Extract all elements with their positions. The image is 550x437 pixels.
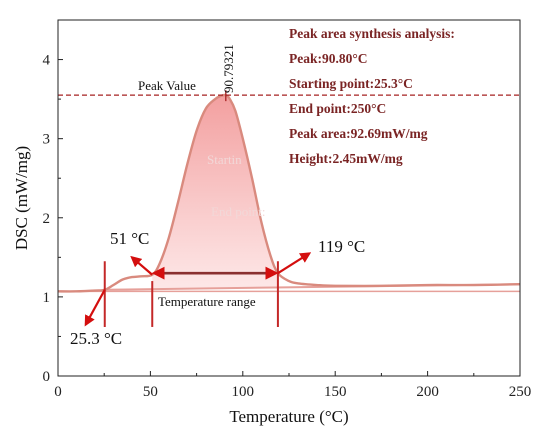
y-axis-title: DSC (mW/mg) xyxy=(12,146,31,250)
plot-area xyxy=(57,90,521,327)
marker-label-onset: 51 °C xyxy=(110,229,149,248)
y-tick-label: 2 xyxy=(43,211,51,227)
temperature-range-label: Temperature range xyxy=(158,294,256,309)
y-tick-label: 0 xyxy=(43,369,51,385)
y-tick-label: 4 xyxy=(43,53,51,69)
x-tick-label: 0 xyxy=(54,384,62,400)
x-tick-label: 100 xyxy=(232,384,255,400)
faint-labels: Startin End point: xyxy=(207,152,266,219)
marker-arrow xyxy=(277,252,312,275)
x-tick-label: 50 xyxy=(143,384,158,400)
marker-label-end: 119 °C xyxy=(318,237,365,256)
info-box: Peak area synthesis analysis: Peak:90.80… xyxy=(289,26,455,166)
info-end-point: End point:250°C xyxy=(289,101,386,116)
peak-temperature-label: 90.79321 xyxy=(221,44,236,93)
info-starting-point: Starting point:25.3°C xyxy=(289,76,413,91)
faint-label-end: End point: xyxy=(211,204,266,219)
marker-label-start: 25.3 °C xyxy=(70,329,122,348)
plot-frame xyxy=(57,19,521,377)
info-height: Height:2.45mW/mg xyxy=(289,151,403,166)
peak-area-fill xyxy=(152,94,278,290)
info-peak-area: Peak area:92.69mW/mg xyxy=(289,126,428,141)
info-title: Peak area synthesis analysis: xyxy=(289,26,455,41)
peak-value-label: Peak Value xyxy=(138,78,196,93)
dsc-curve xyxy=(57,93,521,293)
x-axis: 0 50 100 150 200 250 xyxy=(54,371,531,400)
x-tick-label: 150 xyxy=(324,384,347,400)
x-tick-label: 250 xyxy=(509,384,532,400)
x-tick-label: 200 xyxy=(416,384,439,400)
info-peak: Peak:90.80°C xyxy=(289,51,368,66)
y-axis: 0 1 2 3 4 xyxy=(43,53,63,385)
faint-label-start: Startin xyxy=(207,152,242,167)
marker-arrow xyxy=(130,255,153,276)
marker-arrow xyxy=(84,289,106,327)
y-tick-label: 1 xyxy=(43,290,51,306)
x-axis-title: Temperature (°C) xyxy=(229,407,348,426)
y-tick-label: 3 xyxy=(43,132,51,148)
